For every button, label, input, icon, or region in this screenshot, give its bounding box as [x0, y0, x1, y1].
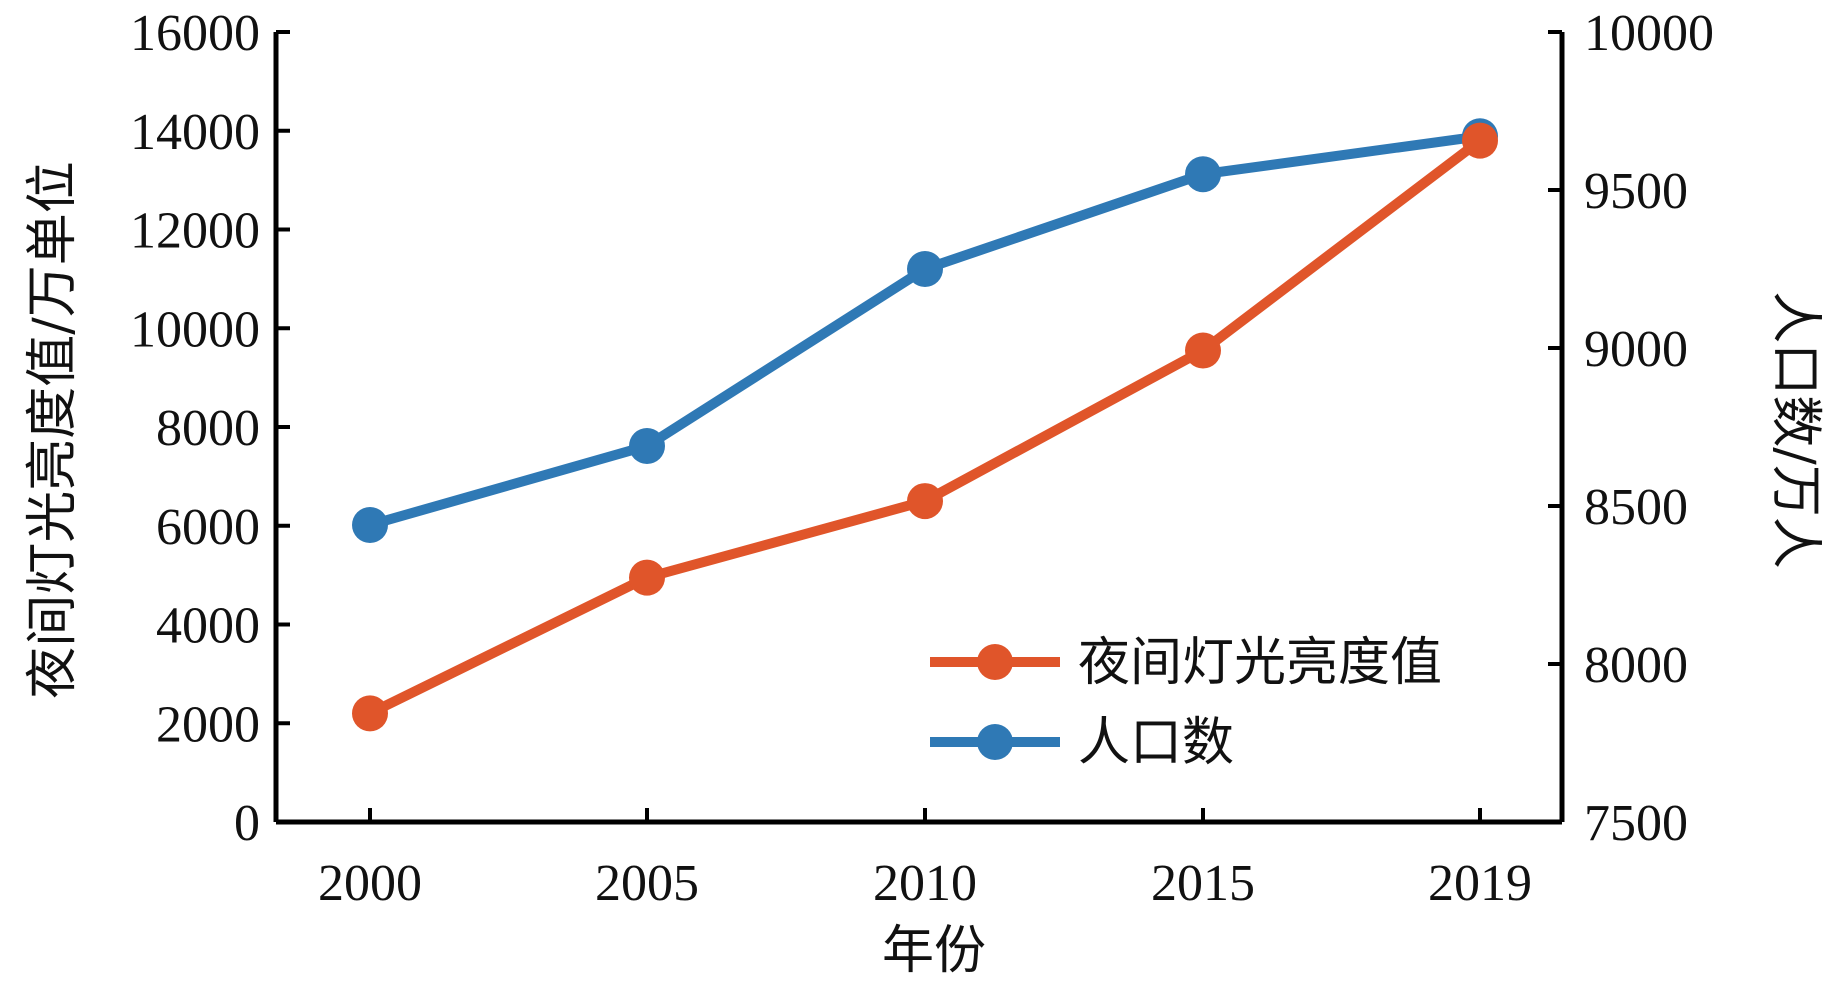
legend-marker-light	[977, 644, 1013, 680]
data-point-light	[907, 483, 943, 520]
x-axis-title: 年份	[882, 921, 986, 981]
x-tick-label: 2015	[1151, 855, 1255, 912]
legend-label-light: 夜间灯光亮度值	[1078, 633, 1442, 693]
legend-marker-population	[977, 724, 1013, 760]
right-tick-label: 7500	[1584, 795, 1688, 852]
left-tick-label: 10000	[130, 301, 260, 358]
x-tick-label: 2005	[595, 855, 699, 912]
data-point-population	[352, 506, 388, 543]
right-tick-label: 9000	[1584, 321, 1688, 378]
left-tick-label: 14000	[130, 104, 260, 161]
data-point-light	[1462, 122, 1498, 159]
right-tick-label: 9500	[1584, 163, 1688, 220]
left-tick-label: 12000	[130, 203, 260, 260]
data-point-population	[629, 427, 665, 464]
data-point-light	[1185, 332, 1221, 369]
data-point-light	[352, 695, 388, 732]
left-tick-label: 8000	[156, 400, 260, 457]
x-tick-label: 2019	[1428, 855, 1532, 912]
left-y-axis-ticks: 0 2000 4000 6000 8000 10000 12000 14000 16000	[130, 5, 290, 852]
right-tick-label: 8500	[1584, 479, 1688, 536]
legend-label-population: 人口数	[1078, 713, 1234, 773]
series-line-light	[367, 136, 1484, 718]
right-tick-label: 8000	[1584, 637, 1688, 694]
x-tick-label: 2010	[873, 855, 977, 912]
data-point-population	[1185, 156, 1221, 193]
series-layer	[352, 118, 1498, 732]
x-tick-label: 2000	[318, 855, 422, 912]
right-y-axis-ticks: 7500 8000 8500 9000 9500 10000	[1548, 5, 1714, 852]
x-axis-ticks: 2000 2005 2010 2015 2019	[318, 808, 1532, 912]
left-tick-label: 0	[234, 795, 260, 852]
left-tick-label: 4000	[156, 598, 260, 655]
left-tick-label: 16000	[130, 5, 260, 62]
right-y-axis-title: 人口数/万人	[1765, 291, 1825, 569]
left-y-axis-title: 夜间灯光亮度值/万单位	[23, 161, 83, 699]
series-line-population	[368, 131, 1481, 530]
data-point-population	[907, 251, 943, 287]
legend: 夜间灯光亮度值 人口数	[930, 633, 1442, 773]
right-tick-label: 10000	[1584, 5, 1714, 62]
left-tick-label: 2000	[156, 696, 260, 753]
data-point-light	[629, 559, 665, 596]
left-tick-label: 6000	[156, 499, 260, 556]
